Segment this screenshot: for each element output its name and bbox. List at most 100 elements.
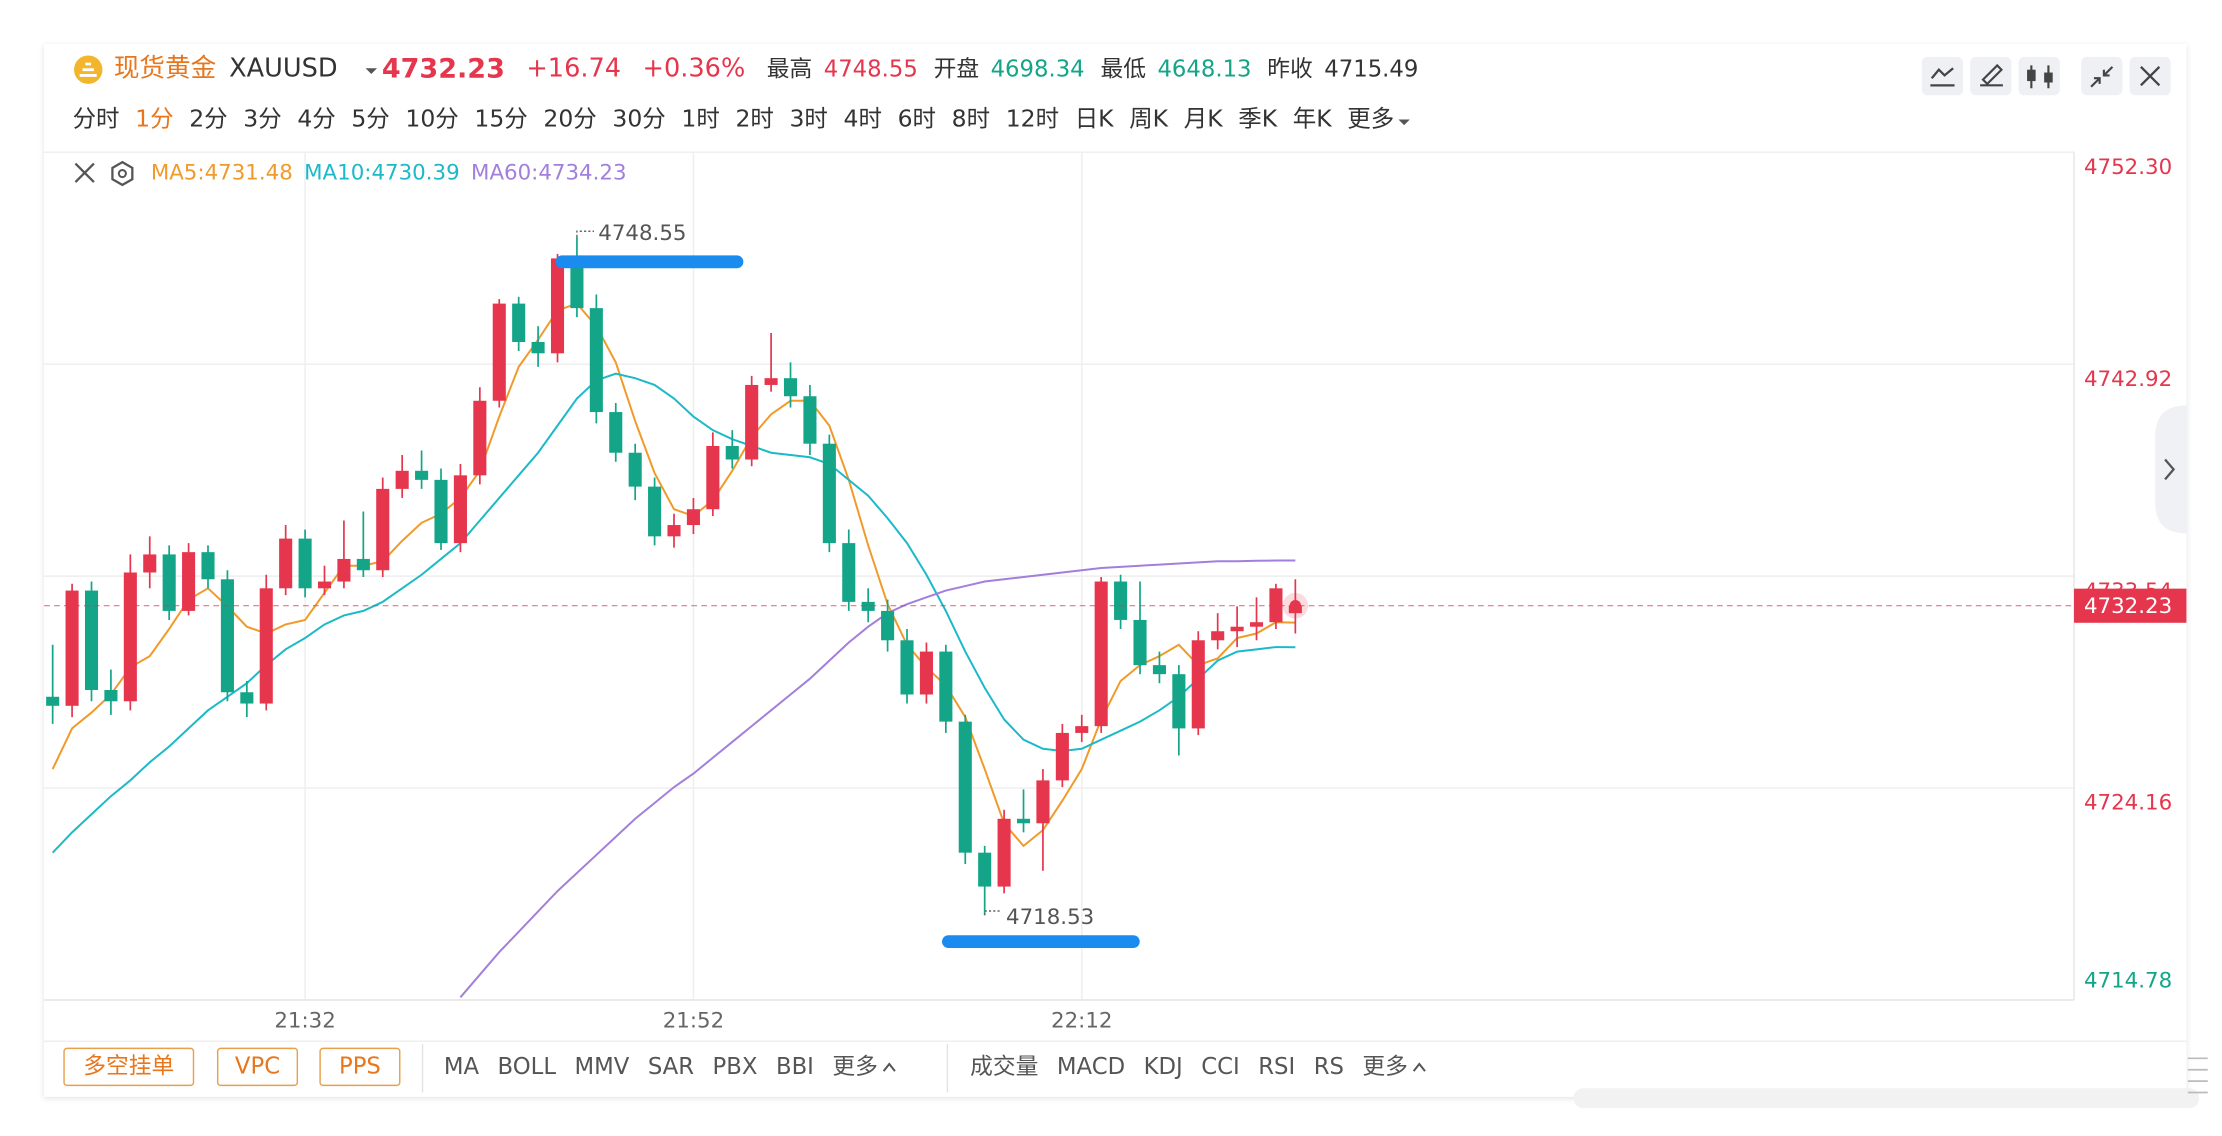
- candle-body: [104, 689, 118, 702]
- period-tab[interactable]: 4分: [297, 104, 335, 132]
- period-tab[interactable]: 月K: [1184, 104, 1223, 132]
- period-bar: 分时 1分 2分 3分 4分 5分 10分 15分 20分 30分 1时 2时 3时 4时 6时 8时 12时日…: [73, 104, 1395, 132]
- candle-body: [376, 488, 390, 571]
- outline-button[interactable]: [63, 1047, 195, 1087]
- period-tab[interactable]: 分时: [73, 104, 120, 132]
- candle-body: [589, 308, 603, 413]
- candle-body: [570, 258, 584, 309]
- candle-body: [415, 470, 429, 480]
- open-value: 4698.34: [991, 56, 1085, 82]
- period-tab[interactable]: 4时: [844, 104, 882, 132]
- ma-legend-item: MA10:4730.39: [304, 161, 460, 186]
- tool-button[interactable]: [2018, 56, 2060, 96]
- side-panel-arrow: [2164, 458, 2176, 481]
- outline-button[interactable]: [216, 1047, 299, 1087]
- more-dropdown-arrow[interactable]: [1398, 119, 1410, 126]
- candle-body: [1172, 674, 1186, 729]
- candle-body: [84, 590, 99, 690]
- candle-body: [667, 525, 681, 537]
- indicator-row: MA BOLL MMV SAR PBX BBI 更多: [444, 1053, 878, 1079]
- resize-grip[interactable]: [2187, 1057, 2208, 1094]
- symbol-dropdown-arrow[interactable]: [365, 68, 377, 74]
- candle-body: [453, 475, 467, 544]
- instrument-name[interactable]: 现货黄金: [114, 54, 216, 84]
- indicator-tab[interactable]: PBX: [713, 1053, 758, 1079]
- plot-clip-group: [46, 236, 1302, 998]
- period-tab[interactable]: 季K: [1238, 104, 1277, 132]
- hide-indicators-icon[interactable]: [74, 162, 95, 183]
- period-tab[interactable]: 3时: [790, 104, 828, 132]
- period-tab[interactable]: 2分: [189, 104, 227, 132]
- candle-body: [1230, 626, 1244, 632]
- period-tab[interactable]: 1时: [681, 104, 719, 132]
- candle-body: [648, 486, 662, 537]
- indicator-tab[interactable]: 更多: [1362, 1053, 1408, 1079]
- y-tick-label: 4724.16: [2084, 791, 2172, 816]
- period-tab[interactable]: 10分: [405, 104, 458, 132]
- y-tick-label: 4752.30: [2084, 155, 2172, 180]
- period-tab[interactable]: 日K: [1075, 104, 1114, 132]
- indicator-tab[interactable]: 更多: [832, 1053, 878, 1079]
- outline-button-label[interactable]: VPC: [235, 1053, 280, 1079]
- candle-body: [492, 303, 506, 401]
- ma-legend: MA5:4731.48 MA10:4730.39 MA60:4734.23: [151, 161, 627, 186]
- low-value: 4648.13: [1157, 56, 1251, 82]
- candle-body: [1075, 726, 1089, 733]
- candle-body: [1016, 818, 1031, 824]
- period-tab[interactable]: 6时: [898, 104, 936, 132]
- prev-close-value: 4715.49: [1324, 56, 1418, 82]
- indicator-tab[interactable]: MA: [444, 1053, 480, 1079]
- candle-body: [842, 543, 856, 602]
- period-tab[interactable]: 15分: [474, 104, 527, 132]
- candle-body: [531, 342, 545, 354]
- tool-button[interactable]: [1970, 56, 2012, 96]
- indicator-tab[interactable]: BBI: [776, 1053, 814, 1079]
- indicator-tab[interactable]: RSI: [1258, 1053, 1295, 1079]
- outline-button-label[interactable]: 多空挂单: [83, 1053, 174, 1079]
- change: +16.74: [526, 54, 621, 84]
- min-pointer: [983, 910, 1002, 916]
- candle-body: [978, 852, 992, 887]
- period-tab[interactable]: 5分: [351, 104, 389, 132]
- period-tab[interactable]: 年K: [1293, 104, 1332, 132]
- indicator-tab[interactable]: 成交量: [970, 1053, 1038, 1079]
- settings-icon[interactable]: [111, 160, 134, 187]
- indicator-tab[interactable]: RS: [1314, 1053, 1344, 1079]
- indicator-tab[interactable]: BOLL: [498, 1053, 557, 1079]
- candle-body: [1152, 665, 1166, 675]
- candle-body: [706, 445, 720, 510]
- high-value: 4748.55: [824, 56, 918, 82]
- side-panel-handle[interactable]: [2155, 405, 2187, 534]
- more-up-arrow[interactable]: [1412, 1062, 1426, 1072]
- period-tab[interactable]: 2时: [735, 104, 773, 132]
- outline-button-label[interactable]: PPS: [339, 1053, 381, 1079]
- indicator-tab[interactable]: MACD: [1057, 1053, 1125, 1079]
- candle-body: [550, 258, 565, 354]
- scroll-track[interactable]: [1573, 1088, 2200, 1109]
- outline-button[interactable]: [319, 1047, 401, 1087]
- period-tab[interactable]: 12时: [1006, 104, 1059, 132]
- candle-body: [919, 651, 933, 695]
- more-up-arrow[interactable]: [882, 1062, 896, 1072]
- period-tab[interactable]: 1分: [135, 104, 173, 132]
- indicator-tab[interactable]: CCI: [1201, 1053, 1239, 1079]
- indicator-tab[interactable]: MMV: [575, 1053, 630, 1079]
- indicator-tab[interactable]: KDJ: [1144, 1053, 1183, 1079]
- tool-icon: [1930, 67, 1955, 87]
- period-tab[interactable]: 20分: [543, 104, 596, 132]
- ma-legend-item: MA5:4731.48: [151, 161, 293, 186]
- candle-body: [686, 509, 700, 526]
- collapse-button[interactable]: [2081, 56, 2123, 96]
- tool-button[interactable]: [1921, 56, 1964, 96]
- indicator-tab[interactable]: SAR: [648, 1053, 694, 1079]
- period-tab[interactable]: 3分: [243, 104, 281, 132]
- period-tab[interactable]: 周K: [1129, 104, 1168, 132]
- candle-body: [123, 572, 137, 702]
- card: [44, 44, 2187, 1097]
- period-tab[interactable]: 30分: [612, 104, 665, 132]
- candle-body: [609, 412, 623, 453]
- ma-line: [459, 559, 1296, 998]
- symbol[interactable]: XAUUSD: [229, 54, 337, 84]
- period-tab[interactable]: 更多: [1347, 104, 1394, 132]
- period-tab[interactable]: 8时: [952, 104, 990, 132]
